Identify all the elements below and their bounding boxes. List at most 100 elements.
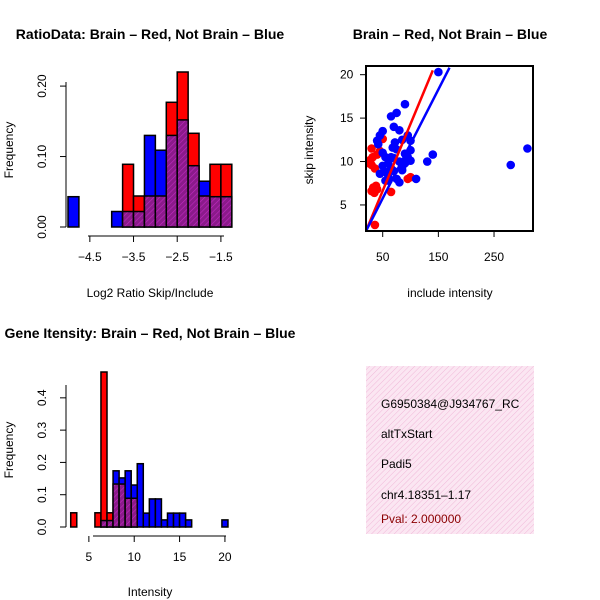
x-tick-label: 15 [173,550,187,564]
fit-line-not-brain [366,67,451,231]
scatter-ylabel: skip intensity [302,116,316,185]
x-tick-label: 250 [484,250,504,264]
histogram-bar-overlap [209,195,222,228]
y-tick-label: 0.10 [35,145,49,169]
histogram-bar [142,512,151,528]
histogram-bar [172,512,181,528]
info-pval: Pval: 2.000000 [381,512,461,526]
y-tick-label: 0.2 [35,454,49,471]
scatter-point-not-brain [506,160,516,170]
scatter-point-not-brain [386,152,396,162]
scatter-x-ticks: 50 150 250 [376,231,504,264]
y-tick-label: 0.3 [35,421,49,438]
scatter-point-not-brain [397,165,407,175]
histogram-bar-overlap [176,119,189,228]
histogram-bar [166,512,175,528]
histogram-bar [136,462,145,528]
scatter-fit-lines [366,67,451,231]
scatter-point-brain [370,220,380,230]
y-tick-label: 20 [340,68,354,82]
histogram-bar [160,519,169,528]
histogram-bar-overlap [130,497,138,528]
scatter-point-not-brain [386,112,396,121]
histogram-bar [178,512,187,528]
x-tick-label: −2.5 [165,250,189,264]
scatter-point-not-brain [523,144,532,153]
scatter-point-not-brain [434,67,443,77]
histogram-bar-overlap [143,195,157,228]
histogram-bar-overlap [220,195,233,228]
histogram-bar [148,498,157,528]
ratio-histogram-bars [67,71,233,228]
ratio-histogram-title: RatioData: Brain – Red, Not Brain – Blue [16,26,285,42]
ratio-histogram-x-ticks: −4.5 −3.5 −2.5 −1.5 [78,236,233,264]
scatter-point-not-brain [422,157,432,166]
fit-line-brain [366,69,434,231]
y-tick-label: 0.1 [35,486,49,503]
y-tick-label: 15 [340,111,354,125]
intensity-histogram-x-ticks: 5 10 15 20 [86,536,232,564]
info-location: chr4.18351–1.17 [381,488,471,502]
scatter-point-brain [372,185,382,194]
info-panel-background [366,366,534,534]
info-event-type: altTxStart [381,427,433,441]
ratio-histogram-xlabel: Log2 Ratio Skip/Include [87,286,214,300]
scatter-points [366,67,532,230]
scatter-point-not-brain [400,99,410,109]
y-tick-label: 0.20 [35,74,49,98]
scatter-point-not-brain [428,150,438,159]
intensity-scatter-panel: Brain – Red, Not Brain – Blue 50 150 250 5… [302,26,547,300]
x-tick-label: 10 [128,550,142,564]
y-tick-label: 5 [340,198,347,212]
histogram-bar [69,512,78,528]
histogram-bar-overlap [165,134,178,228]
x-tick-label: 5 [86,550,93,564]
histogram-bar-overlap [187,164,200,228]
intensity-histogram-title: Gene Itensity: Brain – Red, Not Brain – … [5,325,296,341]
scatter-point-not-brain [390,138,400,147]
histogram-bar-overlap [198,195,211,228]
histogram-bar-overlap [132,210,146,228]
info-probe-id: G6950384@J934767_RC [381,397,520,411]
histogram-bar [184,519,193,528]
histogram-bar [67,195,80,228]
histogram-bar-overlap [121,210,135,228]
info-panel: G6950384@J934767_RC altTxStart Padi5 chr… [366,366,534,534]
intensity-histogram-panel: Gene Itensity: Brain – Red, Not Brain – … [2,325,296,599]
y-tick-label: 0.00 [35,215,49,239]
histogram-bar [221,519,229,528]
scatter-point-not-brain [395,125,404,135]
x-tick-label: −1.5 [209,250,233,264]
scatter-point-brain [367,144,376,153]
scatter-point-not-brain [378,126,388,136]
ratio-histogram-ylabel: Frequency [2,122,16,179]
histogram-bar-overlap [124,497,132,528]
x-tick-label: −4.5 [78,250,102,264]
y-tick-label: 0.0 [35,518,49,535]
scatter-point-not-brain [375,169,385,178]
intensity-histogram-xlabel: Intensity [128,585,173,599]
info-gene: Padi5 [381,457,412,471]
scatter-point-not-brain [395,178,404,187]
x-tick-label: 50 [376,250,390,264]
intensity-histogram-ylabel: Frequency [2,422,16,479]
x-tick-label: 150 [428,250,448,264]
histogram-bar-overlap [112,483,120,528]
scatter-point-not-brain [373,139,383,149]
scatter-title: Brain – Red, Not Brain – Blue [353,26,548,42]
histogram-bar [94,512,102,528]
histogram-bar-overlap [154,195,168,228]
y-tick-label: 10 [340,155,354,169]
scatter-plot-box [365,65,534,232]
x-tick-label: 20 [218,550,232,564]
ratio-histogram-panel: RatioData: Brain – Red, Not Brain – Blue… [2,26,284,300]
histogram-bar-overlap [106,519,114,528]
x-tick-label: −3.5 [122,250,146,264]
scatter-point-brain [386,187,396,197]
histogram-bar [154,498,163,528]
scatter-point-not-brain [406,156,415,165]
histogram-bar [110,210,124,228]
intensity-histogram-bars [69,371,229,528]
y-tick-label: 0.4 [35,389,49,406]
